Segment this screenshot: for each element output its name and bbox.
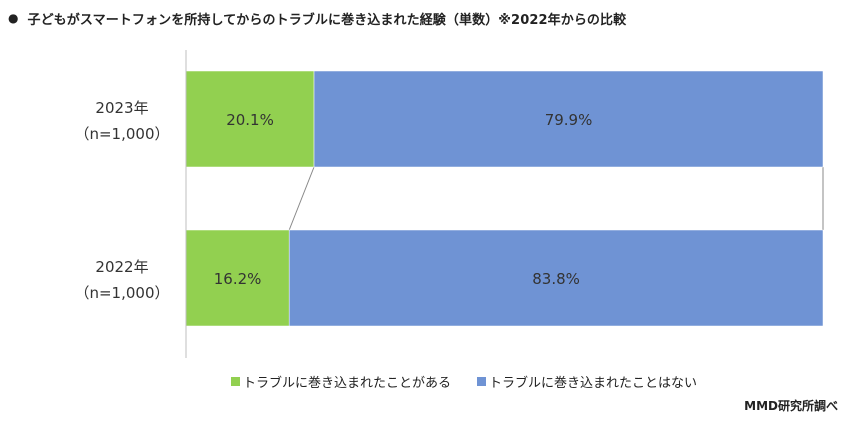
legend-item-has-trouble: トラブルに巻き込まれたことがある [231, 372, 451, 391]
legend-item-no-trouble: トラブルに巻き込まれたことはない [477, 372, 697, 391]
title-row: ● 子どもがスマートフォンを所持してからのトラブルに巻き込まれた経験（単数）※2… [8, 8, 626, 28]
bar-0-0 [185, 70, 315, 168]
data-label-0-0: 20.1% [226, 111, 274, 129]
legend-swatch-blue [477, 377, 487, 386]
legend-label-has-trouble: トラブルに巻き込まれたことがある [243, 376, 452, 391]
category-label-1-1: （n=1,000） [74, 284, 169, 302]
category-label-0-0: 2023年 [95, 99, 148, 117]
bar-1-0 [185, 229, 290, 327]
bar-0-1 [313, 70, 824, 168]
bar-1-1 [288, 229, 824, 327]
series-line-0 [288, 166, 315, 231]
legend-label-no-trouble: トラブルに巻き込まれたことはない [489, 376, 698, 391]
source-credit: MMD研究所調べ [744, 399, 838, 413]
category-label-0-1: （n=1,000） [74, 125, 169, 143]
legend: トラブルに巻き込まれたことがある トラブルに巻き込まれたことはない [231, 372, 723, 391]
category-label-1-0: 2022年 [95, 258, 148, 276]
data-label-1-1: 83.8% [532, 270, 580, 288]
title-bullet: ● [8, 11, 19, 25]
data-label-1-0: 16.2% [214, 270, 262, 288]
legend-swatch-green [231, 377, 240, 386]
data-label-0-1: 79.9% [545, 111, 593, 129]
chart-title: 子どもがスマートフォンを所持してからのトラブルに巻き込まれた経験（単数）※202… [27, 12, 627, 28]
